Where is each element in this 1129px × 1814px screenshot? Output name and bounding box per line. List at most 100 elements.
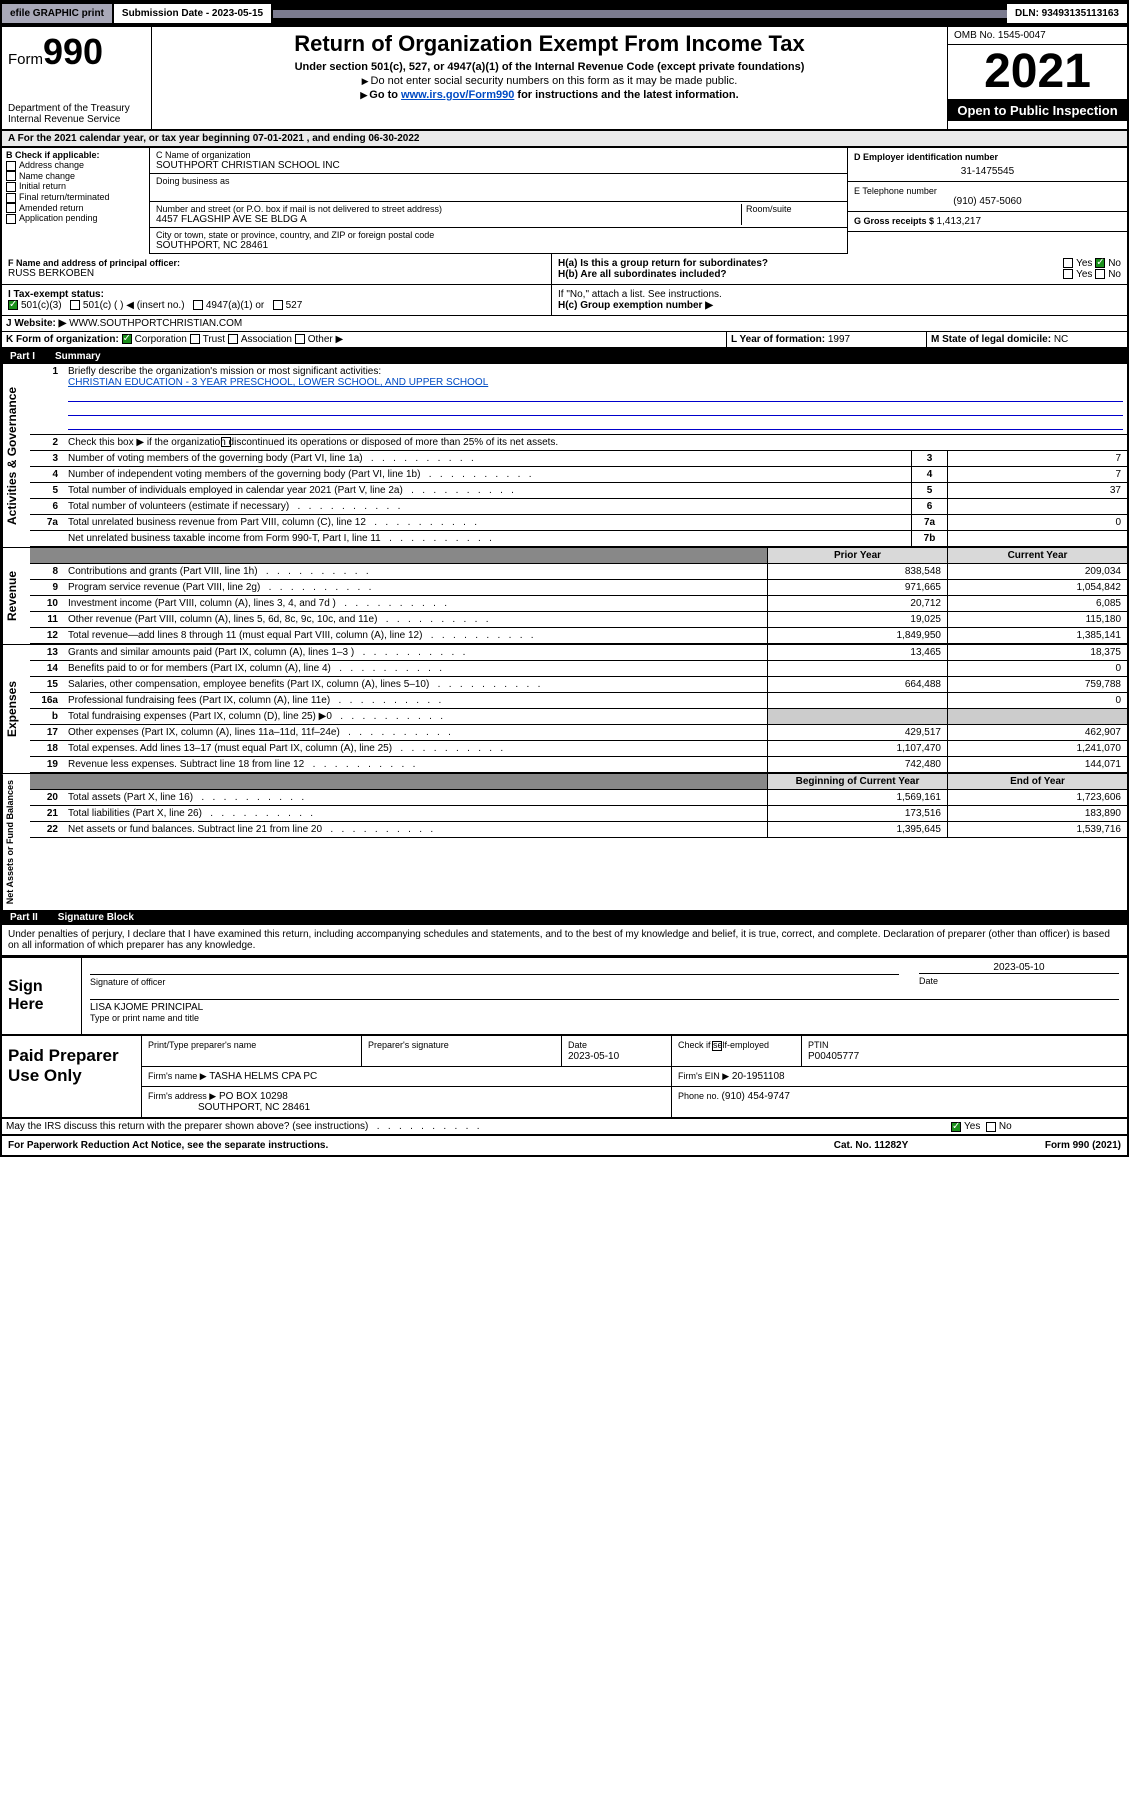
hdr-prior: Prior Year xyxy=(767,548,947,563)
hb-note: If "No," attach a list. See instructions… xyxy=(558,289,1121,300)
hdr-current: Current Year xyxy=(947,548,1127,563)
block-b: B Check if applicable: Address change Na… xyxy=(2,148,1127,254)
ptin-label: PTIN xyxy=(808,1040,829,1050)
side-net: Net Assets or Fund Balances xyxy=(2,774,30,910)
assoc-cbx[interactable] xyxy=(228,334,238,344)
name-change-cbx[interactable] xyxy=(6,171,16,181)
dln-label: DLN: 93493135113163 xyxy=(1007,4,1127,23)
discuss-no-cbx[interactable] xyxy=(986,1122,996,1132)
self-emp-cbx[interactable] xyxy=(712,1041,722,1051)
ha-no-cbx[interactable] xyxy=(1095,258,1105,268)
form-header: Form990 Department of the Treasury Inter… xyxy=(2,27,1127,131)
part1-title: Summary xyxy=(55,351,101,362)
sign-here-label: Sign Here xyxy=(2,958,82,1034)
summary-expenses: Expenses 13Grants and similar amounts pa… xyxy=(2,644,1127,773)
hdr-begin: Beginning of Current Year xyxy=(767,774,947,789)
gross-value: 1,413,217 xyxy=(937,216,982,227)
527-cbx[interactable] xyxy=(273,300,283,310)
discontinue-cbx[interactable] xyxy=(221,437,231,447)
501c3-cbx[interactable] xyxy=(8,300,18,310)
hb-yes-cbx[interactable] xyxy=(1063,269,1073,279)
preparer-block: Paid Preparer Use Only Print/Type prepar… xyxy=(2,1036,1127,1119)
firm-ein-label: Firm's EIN ▶ xyxy=(678,1071,729,1081)
name-title-label: Type or print name and title xyxy=(90,1013,1119,1023)
firm-addr2: SOUTHPORT, NC 28461 xyxy=(198,1102,310,1113)
period-mid: , and ending xyxy=(307,133,369,144)
amended-cbx[interactable] xyxy=(6,203,16,213)
ha-yes-cbx[interactable] xyxy=(1063,258,1073,268)
org-name: SOUTHPORT CHRISTIAN SCHOOL INC xyxy=(156,160,841,171)
summary-net: Net Assets or Fund Balances Beginning of… xyxy=(2,773,1127,910)
ein-label: D Employer identification number xyxy=(854,152,1121,162)
discuss-yes-cbx[interactable] xyxy=(951,1122,961,1132)
corp-cbx[interactable] xyxy=(122,334,132,344)
return-title: Return of Organization Exempt From Incom… xyxy=(156,31,943,57)
firm-addr-label: Firm's address ▶ xyxy=(148,1091,216,1101)
form-990-label: Form 990 (2021) xyxy=(971,1140,1121,1151)
part2-header: Part II Signature Block xyxy=(2,910,1127,925)
goto-post: for instructions and the latest informat… xyxy=(514,89,738,101)
trust-cbx[interactable] xyxy=(190,334,200,344)
period-row: A For the 2021 calendar year, or tax yea… xyxy=(2,131,1127,148)
b-label: B Check if applicable: xyxy=(6,150,145,160)
summary-revenue: Revenue Prior Year Current Year 8Contrib… xyxy=(2,547,1127,644)
k-label: K Form of organization: xyxy=(6,334,119,345)
side-expenses: Expenses xyxy=(2,645,30,773)
sign-date-label: Date xyxy=(919,976,1119,986)
form-wrap: efile GRAPHIC print Submission Date - 20… xyxy=(0,0,1129,1157)
phone-value: (910) 457-5060 xyxy=(854,196,1121,207)
ptin-value: P00405777 xyxy=(808,1051,859,1062)
addr-change-cbx[interactable] xyxy=(6,161,16,171)
prep-date: 2023-05-10 xyxy=(568,1051,619,1062)
cat-no: Cat. No. 11282Y xyxy=(771,1140,971,1151)
f-label: F Name and address of principal officer: xyxy=(8,258,545,268)
firm-name-label: Firm's name ▶ xyxy=(148,1071,207,1081)
prep-date-hdr: Date xyxy=(568,1040,587,1050)
efile-label[interactable]: efile GRAPHIC print xyxy=(2,4,112,23)
4947-cbx[interactable] xyxy=(193,300,203,310)
form-prefix: Form xyxy=(8,51,43,68)
hdr-end: End of Year xyxy=(947,774,1127,789)
page-footer: For Paperwork Reduction Act Notice, see … xyxy=(2,1136,1127,1155)
year-formation: 1997 xyxy=(828,334,850,345)
period-begin: 07-01-2021 xyxy=(253,133,304,144)
street-address: 4457 FLAGSHIP AVE SE BLDG A xyxy=(156,214,741,225)
app-pending-cbx[interactable] xyxy=(6,214,16,224)
omb-number: OMB No. 1545-0047 xyxy=(948,27,1127,45)
hb-no-cbx[interactable] xyxy=(1095,269,1105,279)
line2-text: Check this box ▶ if the organization dis… xyxy=(68,437,558,448)
dba-label: Doing business as xyxy=(156,176,841,186)
sign-date: 2023-05-10 xyxy=(919,962,1119,973)
perjury-text: Under penalties of perjury, I declare th… xyxy=(2,925,1127,956)
open-public: Open to Public Inspection xyxy=(948,100,1127,121)
room-label: Room/suite xyxy=(746,204,841,214)
period-end: 06-30-2022 xyxy=(368,133,419,144)
firm-ein: 20-1951108 xyxy=(732,1071,785,1082)
officer-name-title: LISA KJOME PRINCIPAL xyxy=(90,1002,1119,1013)
tax-year: 2021 xyxy=(948,45,1127,100)
firm-name: TASHA HELMS CPA PC xyxy=(209,1071,317,1082)
hc-label: H(c) Group exemption number ▶ xyxy=(558,300,1121,311)
firm-phone: (910) 454-9747 xyxy=(722,1091,790,1102)
officer-name: RUSS BERKOBEN xyxy=(8,268,545,279)
part2-num: Part II xyxy=(10,912,38,923)
goto-pre: Go to xyxy=(369,89,401,101)
irs-link[interactable]: www.irs.gov/Form990 xyxy=(401,89,514,101)
submission-date: Submission Date - 2023-05-15 xyxy=(112,2,273,25)
other-cbx[interactable] xyxy=(295,334,305,344)
prep-name-hdr: Print/Type preparer's name xyxy=(142,1036,362,1066)
summary-governance: Activities & Governance 1 Briefly descri… xyxy=(2,364,1127,547)
self-emp-label: Check if self-employed xyxy=(678,1040,769,1050)
ha-label: H(a) Is this a group return for subordin… xyxy=(558,258,768,269)
mission-text[interactable]: CHRISTIAN EDUCATION - 3 YEAR PRESCHOOL, … xyxy=(68,377,488,388)
final-return-cbx[interactable] xyxy=(6,193,16,203)
j-label: J Website: ▶ xyxy=(6,318,66,329)
c-name-label: C Name of organization xyxy=(156,150,841,160)
501c-cbx[interactable] xyxy=(70,300,80,310)
part2-title: Signature Block xyxy=(58,912,134,923)
initial-return-cbx[interactable] xyxy=(6,182,16,192)
side-revenue: Revenue xyxy=(2,548,30,644)
firm-addr1: PO BOX 10298 xyxy=(219,1091,288,1102)
prep-sig-hdr: Preparer's signature xyxy=(362,1036,562,1066)
form-number: 990 xyxy=(43,31,103,72)
